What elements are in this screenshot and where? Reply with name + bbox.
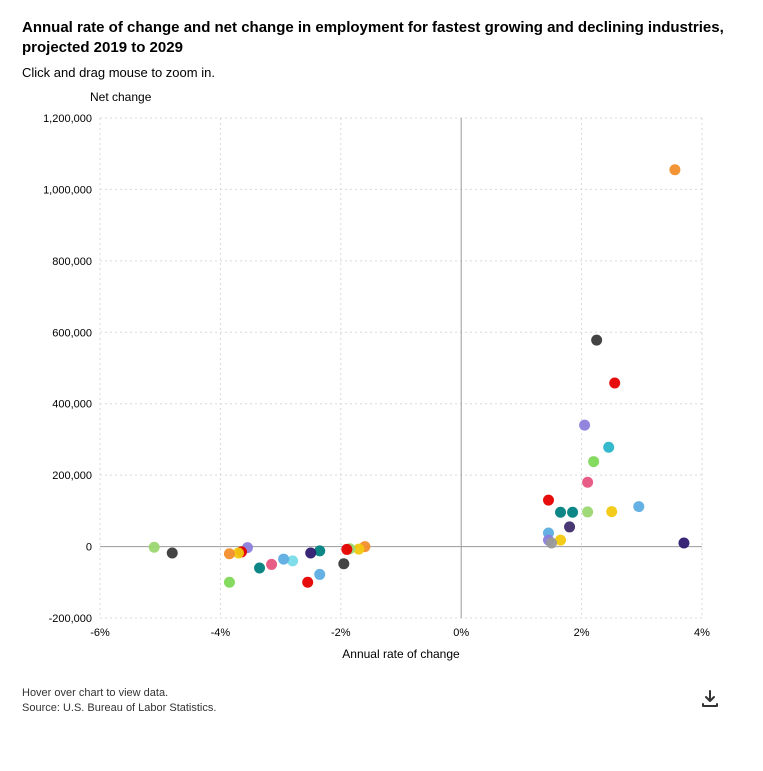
footer-source: Source: U.S. Bureau of Labor Statistics. bbox=[22, 701, 216, 716]
x-tick-label: 0% bbox=[453, 627, 469, 639]
scatter-point[interactable] bbox=[278, 553, 289, 564]
scatter-point[interactable] bbox=[579, 419, 590, 430]
scatter-point[interactable] bbox=[224, 548, 235, 559]
x-tick-label: -4% bbox=[211, 627, 231, 639]
scatter-point[interactable] bbox=[266, 558, 277, 569]
scatter-point[interactable] bbox=[341, 543, 352, 554]
scatter-point[interactable] bbox=[582, 476, 593, 487]
download-button[interactable] bbox=[698, 687, 722, 716]
y-tick-label: 800,000 bbox=[52, 255, 92, 267]
scatter-point[interactable] bbox=[167, 547, 178, 558]
y-tick-label: 1,000,000 bbox=[43, 184, 92, 196]
chart-footer: Hover over chart to view data. Source: U… bbox=[22, 686, 216, 717]
scatter-point[interactable] bbox=[302, 576, 313, 587]
scatter-chart[interactable]: -200,000 0 200,000 400,000 600,000 800,000 1,0… bbox=[22, 108, 722, 668]
scatter-point[interactable] bbox=[555, 506, 566, 517]
scatter-point[interactable] bbox=[564, 521, 575, 532]
scatter-point[interactable] bbox=[603, 441, 614, 452]
scatter-point[interactable] bbox=[543, 494, 554, 505]
scatter-point[interactable] bbox=[633, 501, 644, 512]
download-icon bbox=[700, 689, 720, 709]
chart-subtitle: Click and drag mouse to zoom in. bbox=[22, 65, 741, 80]
scatter-point[interactable] bbox=[582, 506, 593, 517]
scatter-point[interactable] bbox=[606, 506, 617, 517]
scatter-point[interactable] bbox=[591, 334, 602, 345]
scatter-point[interactable] bbox=[609, 377, 620, 388]
x-tick-label: -2% bbox=[331, 627, 351, 639]
scatter-point[interactable] bbox=[678, 537, 689, 548]
scatter-plot-svg[interactable]: -200,000 0 200,000 400,000 600,000 800,000 1,0… bbox=[22, 108, 722, 668]
scatter-point[interactable] bbox=[669, 164, 680, 175]
scatter-point[interactable] bbox=[224, 576, 235, 587]
scatter-point[interactable] bbox=[588, 456, 599, 467]
y-axis-title: Net change bbox=[90, 90, 741, 104]
scatter-point[interactable] bbox=[546, 537, 557, 548]
scatter-point[interactable] bbox=[149, 541, 160, 552]
y-tick-label: 200,000 bbox=[52, 470, 92, 482]
x-tick-label: 4% bbox=[694, 627, 710, 639]
scatter-point[interactable] bbox=[254, 562, 265, 573]
y-tick-label: -200,000 bbox=[49, 613, 92, 625]
x-tick-label: 2% bbox=[574, 627, 590, 639]
x-tick-label: -6% bbox=[90, 627, 110, 639]
chart-title: Annual rate of change and net change in … bbox=[22, 18, 741, 59]
footer-hover-hint: Hover over chart to view data. bbox=[22, 686, 216, 701]
scatter-point[interactable] bbox=[567, 506, 578, 517]
scatter-point[interactable] bbox=[314, 568, 325, 579]
scatter-point[interactable] bbox=[305, 547, 316, 558]
scatter-point[interactable] bbox=[338, 558, 349, 569]
x-axis-title: Annual rate of change bbox=[342, 647, 460, 661]
y-tick-label: 600,000 bbox=[52, 327, 92, 339]
y-tick-label: 0 bbox=[86, 541, 92, 553]
y-tick-label: 400,000 bbox=[52, 398, 92, 410]
y-tick-label: 1,200,000 bbox=[43, 113, 92, 125]
